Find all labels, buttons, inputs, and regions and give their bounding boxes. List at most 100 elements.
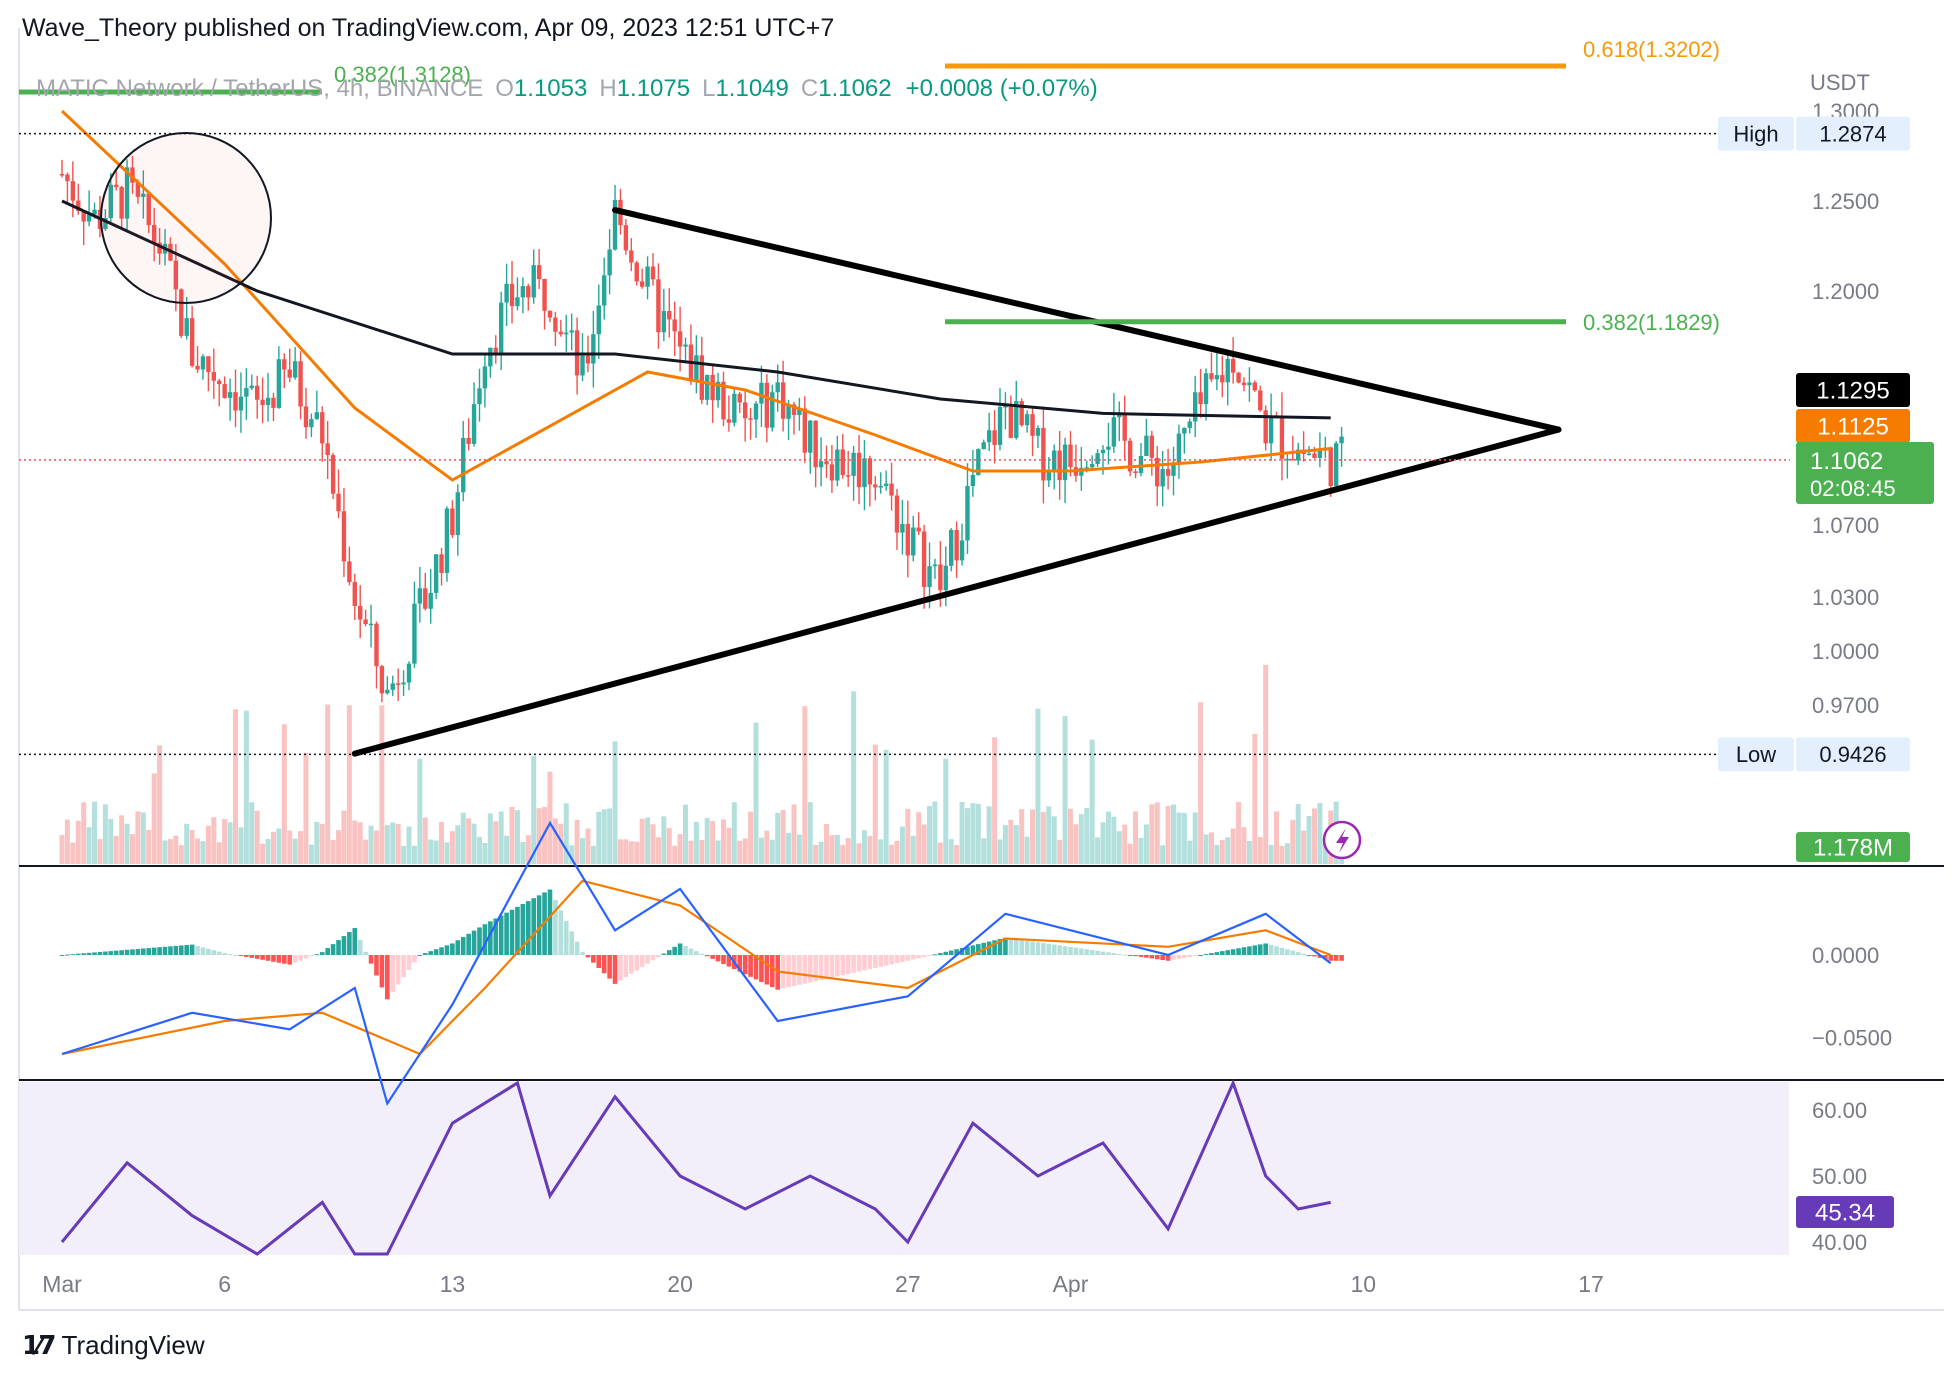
candle-body — [992, 430, 997, 445]
open-label: O — [495, 75, 514, 102]
volume-bar — [845, 838, 851, 864]
volume-bar — [238, 827, 244, 864]
volume-bar — [1241, 827, 1247, 864]
macd-histogram-bar — [1003, 937, 1008, 955]
volume-bar — [70, 842, 76, 864]
high-marker-label: High — [1718, 116, 1794, 151]
candle-body — [103, 218, 108, 229]
candle-body — [1008, 405, 1014, 438]
macd-histogram-bar — [81, 953, 86, 955]
volume-bar — [471, 823, 477, 864]
macd-histogram-bar — [634, 955, 640, 971]
candle-body — [390, 683, 395, 690]
candle-body — [374, 623, 379, 667]
macd-histogram-bar — [428, 951, 433, 955]
volume-bar — [829, 835, 835, 864]
macd-histogram-bar — [450, 943, 455, 955]
macd-histogram-bar — [1333, 955, 1339, 961]
volume-tag: 1.178M — [1796, 832, 1910, 862]
candle-body — [856, 452, 862, 488]
macd-histogram-bar — [1024, 940, 1030, 955]
volume-bar — [1013, 825, 1019, 864]
tradingview-logo-icon: 1⁄7 — [22, 1330, 56, 1361]
macd-histogram-bar — [1323, 955, 1328, 960]
macd-histogram-bar — [520, 903, 526, 955]
volume-bar — [617, 839, 623, 864]
macd-histogram-bar — [704, 955, 710, 957]
volume-bar — [628, 841, 634, 864]
candle-body — [1279, 416, 1285, 459]
candle-body — [1024, 414, 1030, 426]
macd-histogram-bar — [265, 955, 271, 961]
volume-bar — [1295, 804, 1301, 864]
price-tick-label: 1.0000 — [1812, 639, 1879, 664]
rsi-tick-label: 50.00 — [1812, 1164, 1867, 1189]
macd-histogram-bar — [1176, 955, 1182, 959]
volume-bar — [64, 819, 70, 864]
volume-bar — [596, 811, 602, 864]
volume-bar — [433, 840, 439, 864]
volume-bar — [574, 819, 580, 864]
candle-body — [504, 283, 509, 303]
ma-slow-price-tag-text: 1.1295 — [1816, 378, 1889, 405]
candle-body — [1068, 444, 1073, 468]
candle-body — [970, 474, 976, 487]
volume-bar — [1268, 844, 1274, 864]
rsi-value-tag-bg — [1796, 1196, 1894, 1228]
macd-indicator — [59, 820, 1344, 1107]
volume-bars — [59, 664, 1345, 864]
candle-body — [195, 365, 200, 370]
macd-histogram-bar — [932, 954, 938, 956]
macd-histogram-bar — [1236, 948, 1241, 955]
macd-histogram-bar — [1008, 938, 1014, 955]
macd-histogram-bar — [666, 950, 672, 955]
macd-histogram-bar — [195, 946, 200, 955]
macd-histogram-bar — [1149, 955, 1155, 959]
ma-slow-price-tag: 1.1295 — [1796, 373, 1910, 407]
candle-body — [710, 374, 715, 401]
volume-bar — [406, 826, 412, 864]
volume-bar — [856, 843, 862, 864]
candle-body — [1214, 375, 1220, 380]
candle-body — [314, 412, 320, 420]
macd-histogram-bar — [336, 940, 341, 955]
time-tick-label: Mar — [42, 1271, 82, 1297]
volume-bar — [531, 755, 537, 864]
candle-body — [1285, 458, 1290, 461]
candle-body — [639, 281, 645, 287]
volume-bar — [715, 840, 721, 864]
volume-bar — [1084, 808, 1090, 864]
macd-histogram-bar — [894, 955, 900, 964]
macd-histogram-bar — [656, 955, 661, 957]
macd-histogram-bar — [677, 943, 683, 955]
volume-bar — [449, 831, 455, 864]
candle-body — [607, 249, 612, 276]
macd-histogram-bar — [70, 954, 76, 956]
volume-bar — [661, 816, 667, 864]
macd-histogram-bar — [802, 955, 808, 984]
volume-bar — [699, 839, 705, 864]
candle-body — [1312, 453, 1317, 459]
macd-histogram-bar — [525, 901, 531, 955]
volume-bar — [330, 839, 336, 864]
candle-body — [1133, 471, 1138, 474]
candle-body — [851, 452, 856, 476]
volume-bar — [1290, 819, 1296, 864]
candle-body — [1209, 373, 1214, 380]
macd-histogram-bar — [357, 939, 363, 955]
macd-histogram-bar — [282, 955, 287, 964]
volume-bar — [1203, 834, 1209, 864]
fib-label-upper-right: 0.618(1.3202) — [1583, 37, 1720, 62]
volume-bar — [287, 830, 293, 864]
macd-histogram-bar — [661, 953, 667, 955]
candle-body — [379, 666, 385, 694]
volume-bar — [802, 706, 808, 864]
candle-body — [759, 382, 764, 404]
volume-bar — [509, 806, 515, 864]
volume-bar — [552, 818, 558, 864]
candle-body — [634, 262, 639, 282]
volume-bar — [650, 824, 656, 864]
volume-bar — [233, 709, 239, 864]
volume-bar — [780, 810, 786, 864]
